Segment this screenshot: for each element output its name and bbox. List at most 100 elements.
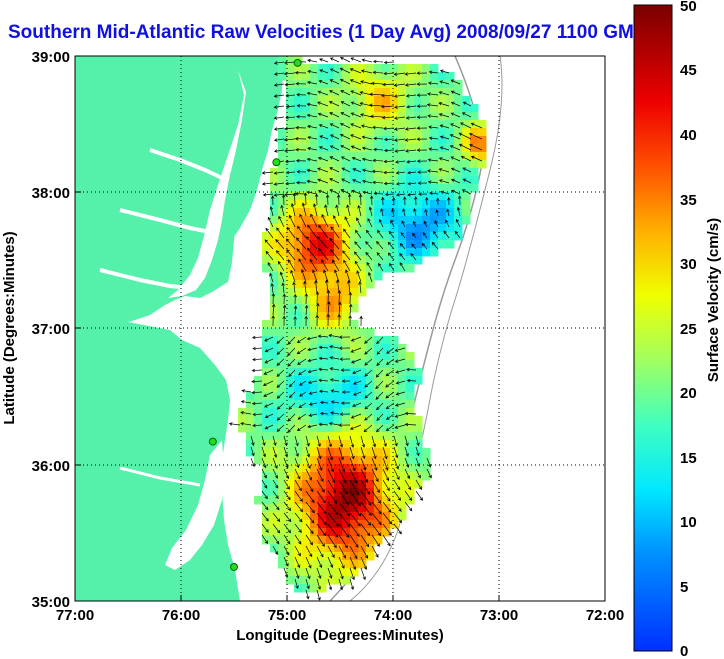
velocity-arrow <box>371 545 379 558</box>
velocity-cell <box>390 168 399 177</box>
colorbar-tick-label: 15 <box>680 450 697 467</box>
velocity-cell <box>350 256 359 265</box>
velocity-arrow <box>287 347 296 357</box>
velocity-cell <box>286 120 295 129</box>
velocity-cell <box>358 240 367 249</box>
velocity-cell <box>326 536 335 545</box>
velocity-cell <box>406 152 415 161</box>
velocity-arrow <box>404 422 417 427</box>
velocity-cell <box>286 384 295 393</box>
velocity-cell <box>326 184 335 193</box>
velocity-arrow <box>427 92 439 96</box>
velocity-cell <box>342 160 351 169</box>
velocity-arrow <box>414 196 418 206</box>
map-title: Southern Mid-Atlantic Raw Velocities (1 … <box>8 22 646 43</box>
velocity-cell <box>430 232 439 241</box>
velocity-arrow <box>305 534 313 546</box>
velocity-cell <box>406 216 415 225</box>
velocity-cell <box>454 160 463 169</box>
velocity-arrow <box>457 195 462 206</box>
velocity-arrow <box>271 292 276 305</box>
velocity-arrow <box>310 213 318 228</box>
velocity-cell <box>342 360 351 369</box>
velocity-cell <box>366 168 375 177</box>
velocity-cell <box>374 480 383 489</box>
velocity-arrow <box>317 178 329 184</box>
x-tick-label: 76:00 <box>162 607 200 624</box>
velocity-arrow <box>319 411 329 416</box>
velocity-arrow <box>349 435 355 448</box>
velocity-arrow <box>427 158 439 162</box>
velocity-arrow <box>370 114 384 119</box>
velocity-cell <box>374 456 383 465</box>
velocity-arrow <box>276 391 285 399</box>
velocity-cell <box>406 120 415 129</box>
velocity-arrow <box>372 125 384 130</box>
velocity-cell <box>294 400 303 409</box>
velocity-cell <box>390 128 399 137</box>
velocity-arrow <box>307 369 318 374</box>
velocity-arrow <box>317 156 329 162</box>
velocity-arrow <box>338 534 348 549</box>
velocity-arrow <box>440 190 450 195</box>
velocity-arrow <box>240 400 252 404</box>
velocity-arrow <box>360 435 366 448</box>
velocity-cell <box>350 96 359 105</box>
velocity-cell <box>350 568 359 577</box>
velocity-cell <box>286 520 295 529</box>
velocity-arrow <box>261 446 266 458</box>
velocity-cell <box>374 424 383 433</box>
velocity-cell <box>430 136 439 145</box>
velocity-arrow <box>354 260 362 272</box>
velocity-cell <box>446 128 455 137</box>
velocity-arrow <box>329 134 340 140</box>
velocity-arrow <box>296 336 307 344</box>
velocity-arrow <box>400 232 406 239</box>
velocity-cell <box>342 176 351 185</box>
velocity-arrow <box>415 435 420 447</box>
velocity-cell <box>246 408 255 417</box>
velocity-cell <box>350 496 359 505</box>
velocity-cell <box>318 304 327 313</box>
velocity-arrow <box>306 336 318 341</box>
velocity-cell <box>246 416 255 425</box>
velocity-cell <box>286 440 295 449</box>
velocity-cell <box>278 480 287 489</box>
velocity-cell <box>422 96 431 105</box>
velocity-cell <box>310 208 319 217</box>
velocity-arrow <box>261 479 268 489</box>
velocity-cell <box>454 136 463 145</box>
velocity-arrow <box>371 490 381 504</box>
velocity-cell <box>302 480 311 489</box>
velocity-cell <box>358 520 367 529</box>
velocity-arrow <box>446 208 450 217</box>
velocity-arrow <box>412 232 417 239</box>
velocity-cell <box>262 520 271 529</box>
velocity-arrow <box>327 567 333 579</box>
velocity-cell <box>398 104 407 113</box>
velocity-cell <box>382 208 391 217</box>
velocity-cell <box>350 416 359 425</box>
velocity-arrow <box>316 545 324 558</box>
velocity-arrow <box>372 70 384 75</box>
velocity-cell <box>294 224 303 233</box>
velocity-cell <box>342 208 351 217</box>
velocity-cell <box>358 424 367 433</box>
velocity-cell <box>294 288 303 297</box>
velocity-cell <box>398 512 407 521</box>
velocity-cell <box>422 176 431 185</box>
velocity-cell <box>382 160 391 169</box>
velocity-cell <box>446 168 455 177</box>
velocity-arrow <box>394 358 406 363</box>
velocity-arrow <box>427 81 439 85</box>
velocity-cell <box>382 176 391 185</box>
velocity-cell <box>350 304 359 313</box>
velocity-cell <box>318 544 327 553</box>
velocity-cell <box>350 208 359 217</box>
velocity-cell <box>310 424 319 433</box>
velocity-cell <box>334 80 343 89</box>
velocity-cell <box>278 544 287 553</box>
velocity-cell <box>358 128 367 137</box>
velocity-arrow <box>376 336 384 345</box>
velocity-cell <box>294 376 303 385</box>
